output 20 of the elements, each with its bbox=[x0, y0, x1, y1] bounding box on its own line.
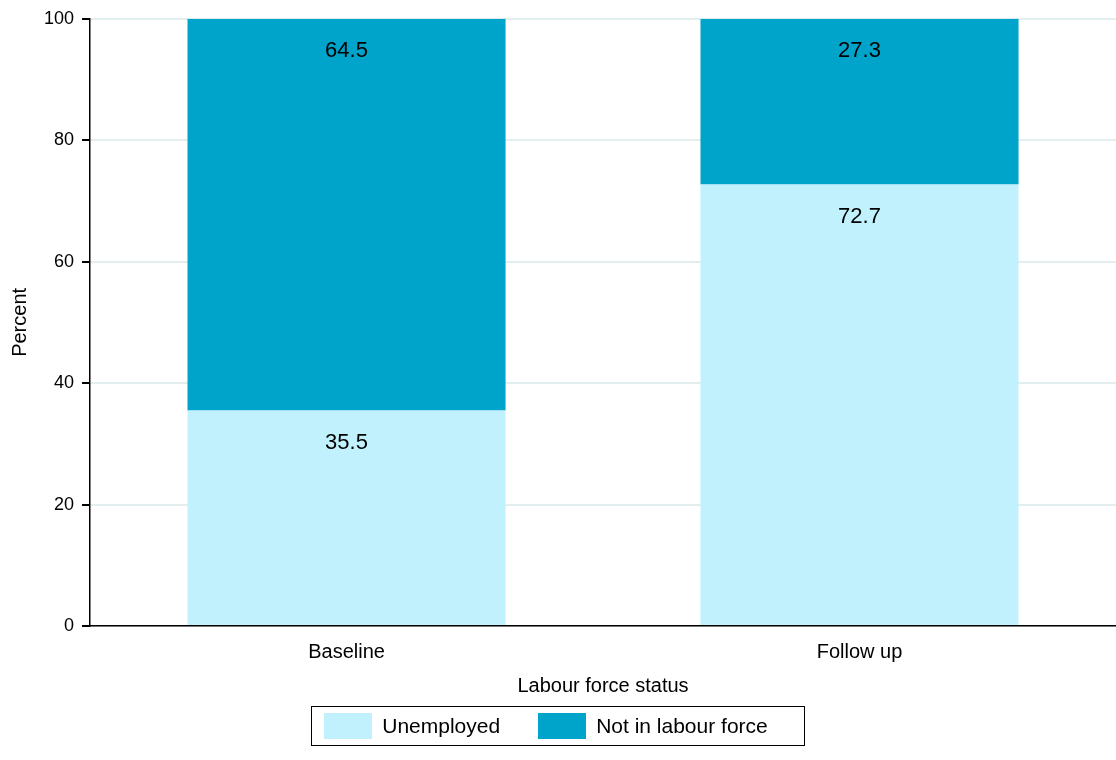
bar bbox=[700, 184, 1019, 625]
y-tick-label: 0 bbox=[64, 614, 75, 635]
y-tick-label: 100 bbox=[43, 7, 75, 28]
legend-label: Not in labour force bbox=[596, 714, 768, 738]
y-axis-title: Percent bbox=[7, 287, 30, 357]
y-tick-label: 60 bbox=[54, 250, 75, 271]
data-label: 64.5 bbox=[325, 36, 368, 62]
y-tick-label: 80 bbox=[54, 129, 75, 150]
x-axis-title: Labour force status bbox=[517, 673, 689, 696]
bar bbox=[187, 18, 506, 411]
bar bbox=[700, 18, 1019, 185]
x-tick-label: Baseline bbox=[308, 639, 385, 662]
y-tick-label: 40 bbox=[54, 372, 75, 393]
data-label: 72.7 bbox=[838, 202, 881, 228]
legend-label: Unemployed bbox=[382, 714, 501, 738]
x-tick-label: Follow up bbox=[816, 639, 903, 662]
bar bbox=[187, 410, 506, 625]
data-label: 27.3 bbox=[838, 36, 881, 62]
data-label: 35.5 bbox=[325, 428, 368, 454]
y-tick-label: 20 bbox=[54, 493, 75, 514]
